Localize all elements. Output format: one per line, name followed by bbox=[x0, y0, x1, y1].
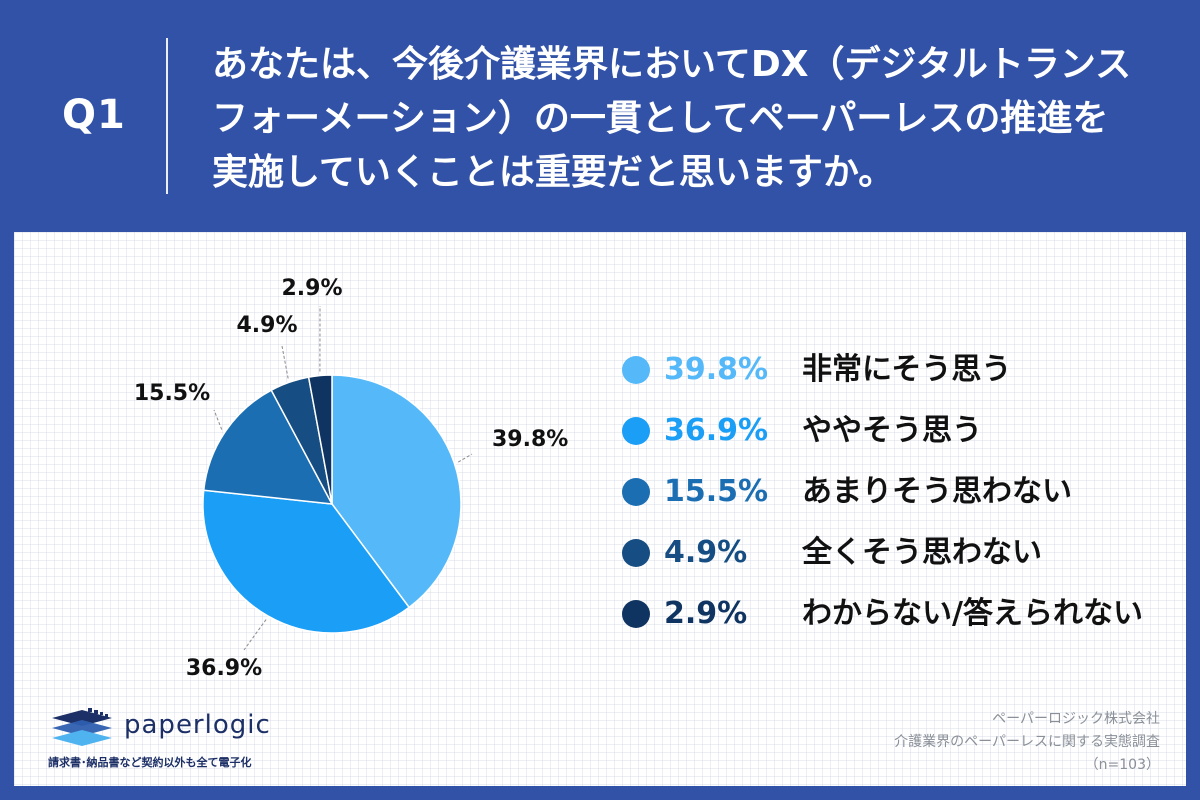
paperlogic-logo-mark-icon bbox=[52, 708, 112, 746]
pie-data-label-4: 4.9% bbox=[236, 313, 297, 338]
question-number: Q1 bbox=[62, 92, 126, 138]
legend-label-2: ややそう思う bbox=[802, 413, 982, 448]
paperlogic-logo: paperlogic 請求書･納品書など契約以外も全て電子化 bbox=[44, 708, 304, 778]
pie-chart: 39.8% 36.9% 15.5% 4.9% 2.9% bbox=[134, 276, 568, 681]
pie-data-label-3: 15.5% bbox=[134, 381, 210, 406]
pie-leader-line-3 bbox=[213, 409, 223, 430]
pie-data-label-2: 36.9% bbox=[186, 656, 262, 681]
legend-label-1: 非常にそう思う bbox=[802, 352, 1012, 387]
source-survey: 介護業界のペーパーレスに関する実態調査 bbox=[894, 734, 1160, 750]
question-line-2: フォーメーション）の一貫としてペーパーレスの推進を bbox=[212, 98, 1109, 139]
legend-item-3: 15.5% あまりそう思わない bbox=[622, 472, 1182, 512]
legend-swatch-4 bbox=[622, 539, 650, 567]
legend-label-4: 全くそう思わない bbox=[802, 535, 1042, 570]
legend-value-5: 2.9% bbox=[664, 596, 748, 631]
pie-leader-line-4 bbox=[281, 345, 289, 379]
legend-item-1: 39.8% 非常にそう思う bbox=[622, 350, 1182, 390]
logo-wordmark: paperlogic bbox=[124, 710, 271, 740]
legend-item-4: 4.9% 全くそう思わない bbox=[622, 533, 1182, 573]
source-sample-size: （n=103） bbox=[1084, 757, 1160, 773]
question-line-3: 実施していくことは重要だと思いますか。 bbox=[212, 152, 895, 193]
legend-swatch-5 bbox=[622, 600, 650, 628]
legend-swatch-3 bbox=[622, 478, 650, 506]
legend-swatch-2 bbox=[622, 417, 650, 445]
legend-label-5: わからない/答えられない bbox=[802, 596, 1143, 631]
pie-slice-3 bbox=[202, 389, 334, 505]
source-note: ペーパーロジック株式会社 介護業界のペーパーレスに関する実態調査 （n=103） bbox=[894, 708, 1160, 777]
pie-leader-line-1 bbox=[457, 453, 473, 463]
question-line-1: あなたは、今後介護業界においてDX（デジタルトランス bbox=[212, 44, 1132, 85]
question-header: Q1 あなたは、今後介護業界においてDX（デジタルトランス フォーメーション）の… bbox=[0, 0, 1200, 232]
pie-slice-5 bbox=[307, 374, 333, 505]
legend-value-3: 15.5% bbox=[664, 474, 769, 509]
pie-data-label-5: 2.9% bbox=[281, 276, 342, 301]
logo-tagline: 請求書･納品書など契約以外も全て電子化 bbox=[48, 756, 252, 769]
chart-card: 39.8% 36.9% 15.5% 4.9% 2.9% 39.8% 非常にそう思う 36… bbox=[14, 232, 1186, 786]
pie-slice-2 bbox=[202, 489, 411, 634]
legend-label-3: あまりそう思わない bbox=[802, 474, 1072, 509]
legend-value-1: 39.8% bbox=[664, 352, 769, 387]
legend-item-5: 2.9% わからない/答えられない bbox=[622, 594, 1182, 634]
header-divider bbox=[166, 38, 168, 194]
question-text: あなたは、今後介護業界においてDX（デジタルトランス フォーメーション）の一貫と… bbox=[212, 38, 1172, 200]
legend-item-2: 36.9% ややそう思う bbox=[622, 411, 1182, 451]
pie-slice-1 bbox=[331, 374, 462, 609]
pie-leader-line-2 bbox=[243, 619, 267, 651]
pie-data-label-1: 39.8% bbox=[492, 427, 568, 452]
legend-value-2: 36.9% bbox=[664, 413, 769, 448]
source-company: ペーパーロジック株式会社 bbox=[992, 711, 1160, 727]
legend-value-4: 4.9% bbox=[664, 535, 748, 570]
legend-swatch-1 bbox=[622, 356, 650, 384]
